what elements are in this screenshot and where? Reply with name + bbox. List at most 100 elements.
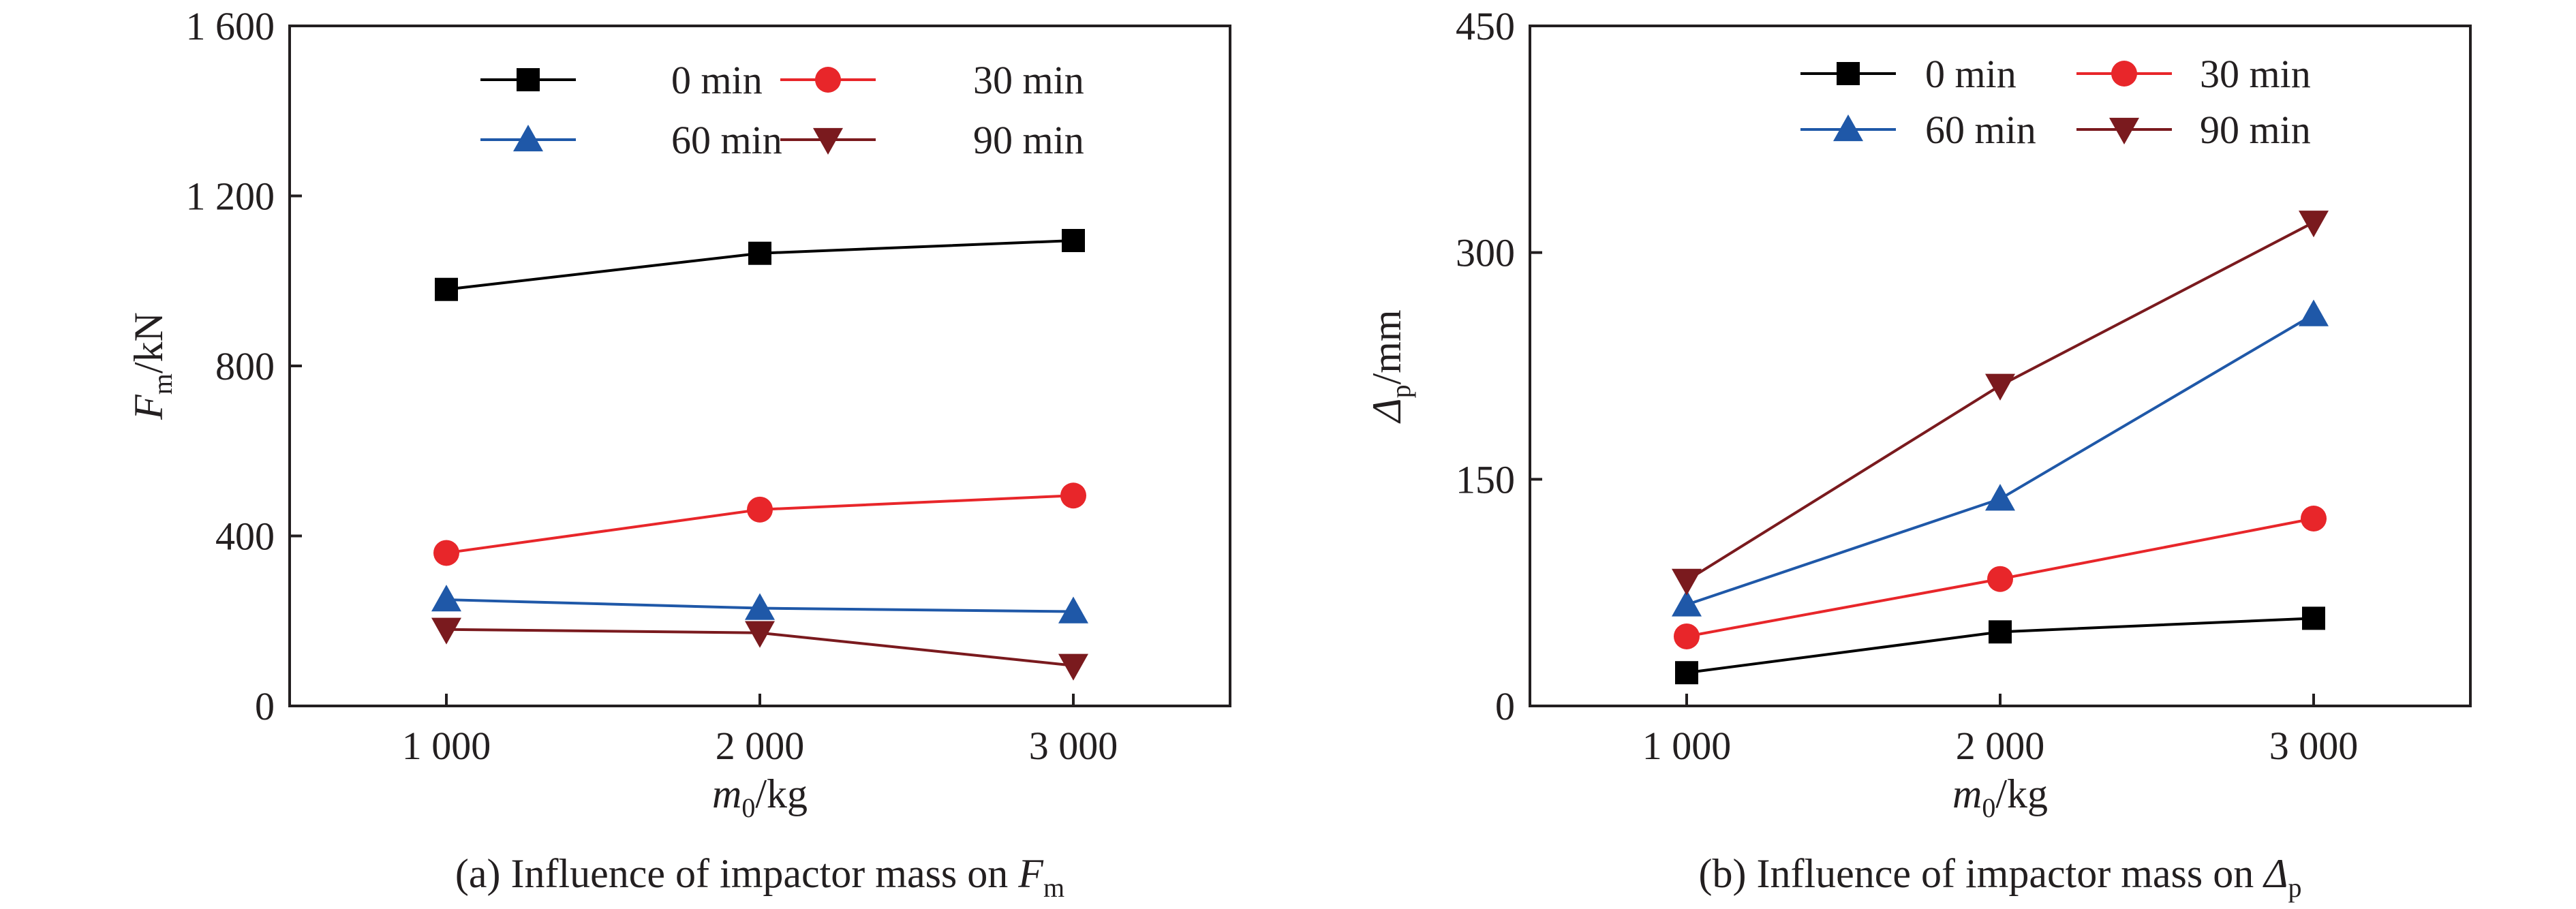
- x-axis-title-symbol: m: [712, 771, 741, 816]
- y-tick-label: 300: [1456, 231, 1515, 275]
- data-point: [431, 585, 461, 612]
- y-axis-title-subscript: m: [147, 373, 178, 395]
- y-axis-title-subscript: p: [1385, 384, 1416, 398]
- data-point: [1672, 589, 1702, 617]
- data-point: [2301, 505, 2327, 531]
- legend-item: 60 min: [480, 118, 782, 162]
- figure-caption: (b) Influence of impactor mass on Δp: [1699, 851, 2302, 903]
- x-axis-title-unit: /kg: [755, 771, 808, 816]
- legend-marker: [2111, 61, 2137, 87]
- y-tick-label: 450: [1456, 4, 1515, 48]
- legend-label: 0 min: [1925, 52, 2017, 96]
- caption-subscript: p: [2288, 872, 2301, 903]
- y-axis-title-symbol: Δ: [1364, 398, 1409, 423]
- y-tick-label: 150: [1456, 457, 1515, 502]
- legend-label: 60 min: [1925, 108, 2036, 152]
- y-axis-title-unit: /mm: [1364, 309, 1409, 384]
- data-point: [1674, 623, 1700, 649]
- x-tick-label: 1 000: [402, 724, 491, 768]
- series-0-min: [435, 228, 1085, 301]
- legend-marker: [2109, 117, 2139, 144]
- x-tick-label: 1 000: [1642, 724, 1732, 768]
- legend-item: 0 min: [1800, 52, 2017, 96]
- series-line: [1685, 221, 2314, 582]
- legend-marker: [1837, 62, 1860, 85]
- legend-marker: [815, 67, 841, 93]
- data-point: [747, 496, 773, 523]
- data-point: [1058, 653, 1088, 681]
- y-tick-label: 0: [1495, 684, 1515, 728]
- data-point: [2299, 211, 2329, 238]
- legend-item: 90 min: [2076, 108, 2311, 152]
- legend-marker: [813, 127, 843, 155]
- data-point: [1985, 373, 2015, 401]
- data-point: [1675, 661, 1698, 685]
- y-tick-label: 1 600: [186, 4, 275, 48]
- data-point: [1062, 228, 1085, 252]
- data-point: [745, 621, 775, 648]
- data-point: [1985, 484, 2015, 511]
- y-tick-label: 400: [215, 514, 275, 559]
- data-point: [431, 617, 461, 645]
- series-60-min: [431, 585, 1088, 623]
- legend-item: 0 min: [480, 58, 763, 102]
- legend-item: 60 min: [1800, 108, 2036, 152]
- legend: 0 min 30 min 60 min 90 min: [480, 58, 1084, 162]
- data-point: [748, 241, 771, 265]
- x-axis-title: m0/kg: [1952, 771, 2048, 823]
- data-point: [1060, 482, 1086, 509]
- series-30-min: [433, 482, 1086, 566]
- x-tick-label: 2 000: [716, 724, 805, 768]
- data-point: [1987, 566, 2013, 592]
- data-point: [1672, 568, 1702, 596]
- y-axis-title-symbol: F: [126, 394, 171, 420]
- series-line: [1686, 313, 2315, 606]
- series-90-min: [1672, 211, 2329, 596]
- x-tick-label: 3 000: [1029, 724, 1118, 768]
- series-0-min: [1675, 606, 2325, 685]
- data-point: [2299, 299, 2329, 326]
- legend-label: 60 min: [671, 118, 782, 162]
- caption-symbol: F: [1017, 851, 1044, 896]
- y-tick-label: 1 200: [186, 174, 275, 219]
- data-point: [745, 593, 775, 620]
- legend-marker: [513, 125, 543, 152]
- legend-item: 30 min: [780, 58, 1084, 102]
- x-axis-title-symbol: m: [1952, 771, 1982, 816]
- x-axis-title-subscript: 0: [741, 792, 755, 823]
- y-axis-title: Δp/mm: [1364, 309, 1416, 423]
- legend-marker: [1833, 114, 1863, 142]
- y-tick-label: 0: [255, 684, 275, 728]
- data-point: [1989, 620, 2012, 644]
- y-axis-title-unit: /kN: [126, 312, 171, 373]
- legend-item: 90 min: [780, 118, 1084, 162]
- legend-label: 90 min: [973, 118, 1084, 162]
- series-60-min: [1672, 299, 2329, 617]
- data-point: [2302, 606, 2325, 630]
- caption-text: (a) Influence of impactor mass on: [455, 851, 1018, 896]
- y-tick-label: 800: [215, 344, 275, 388]
- figure-caption: (a) Influence of impactor mass on Fm: [455, 851, 1064, 903]
- caption-symbol: Δ: [2263, 851, 2288, 896]
- legend-label: 0 min: [671, 58, 763, 102]
- x-axis-title-unit: /kg: [1995, 771, 2048, 816]
- y-axis-title: Fm/kN: [126, 312, 178, 420]
- legend-marker: [517, 68, 540, 91]
- caption-subscript: m: [1043, 872, 1064, 903]
- legend-label: 90 min: [2200, 108, 2311, 152]
- legend-item: 30 min: [2076, 52, 2311, 96]
- data-point: [433, 540, 459, 566]
- legend: 0 min 30 min 60 min 90 min: [1800, 52, 2311, 152]
- x-tick-label: 2 000: [1956, 724, 2045, 768]
- series-30-min: [1674, 505, 2327, 649]
- data-point: [435, 277, 458, 301]
- x-axis-title-subscript: 0: [1982, 792, 1995, 823]
- legend-label: 30 min: [973, 58, 1084, 102]
- x-tick-label: 3 000: [2269, 724, 2359, 768]
- data-point: [1058, 596, 1088, 623]
- x-axis-title: m0/kg: [712, 771, 808, 823]
- series-90-min: [431, 617, 1088, 681]
